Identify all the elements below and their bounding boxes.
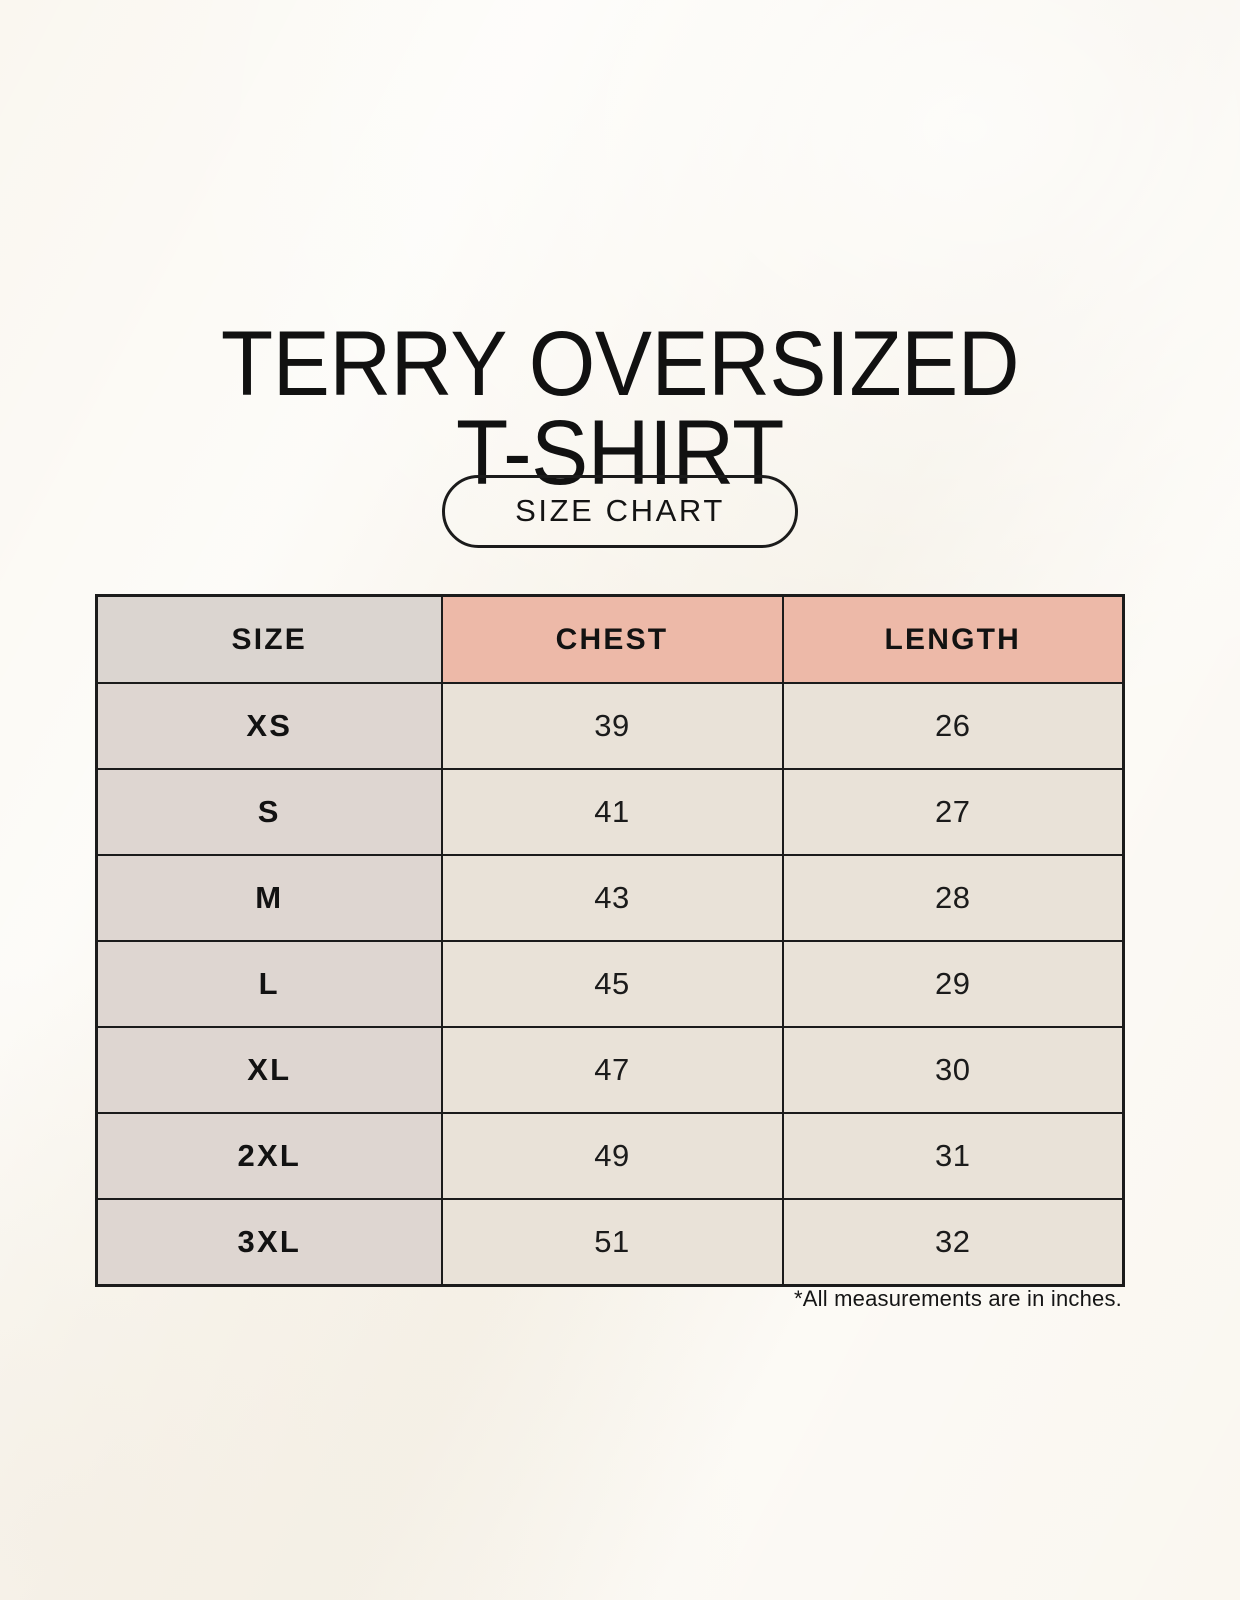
cell-size: XL: [95, 1026, 443, 1114]
cell-length: 30: [781, 1026, 1125, 1114]
cell-chest: 49: [440, 1112, 784, 1200]
table-header-row: SIZE CHEST LENGTH: [95, 594, 1125, 684]
cell-length: 27: [781, 768, 1125, 856]
cell-size: XS: [95, 682, 443, 770]
cell-chest: 39: [440, 682, 784, 770]
table-row: 2XL 49 31: [95, 1112, 1125, 1200]
table-row: S 41 27: [95, 768, 1125, 856]
cell-size: 3XL: [95, 1198, 443, 1286]
column-header-size: SIZE: [95, 594, 443, 684]
column-header-chest: CHEST: [440, 594, 784, 684]
cell-size: S: [95, 768, 443, 856]
cell-length: 29: [781, 940, 1125, 1028]
column-header-length: LENGTH: [781, 594, 1125, 684]
size-table-container: SIZE CHEST LENGTH XS 39 26 S 41 27 M: [95, 594, 1125, 1287]
cell-length: 31: [781, 1112, 1125, 1200]
table-row: XS 39 26: [95, 682, 1125, 770]
cell-chest: 43: [440, 854, 784, 942]
measurement-footnote: *All measurements are in inches.: [794, 1286, 1122, 1311]
cell-size: 2XL: [95, 1112, 443, 1200]
badge-container: SIZE CHART: [0, 475, 1240, 548]
size-table: SIZE CHEST LENGTH XS 39 26 S 41 27 M: [95, 594, 1125, 1287]
table-row: L 45 29: [95, 940, 1125, 1028]
table-row: 3XL 51 32: [95, 1198, 1125, 1286]
cell-size: M: [95, 854, 443, 942]
page-title: TERRY OVERSIZED T-SHIRT: [220, 312, 1020, 504]
table-row: M 43 28: [95, 854, 1125, 942]
cell-size: L: [95, 940, 443, 1028]
cell-length: 28: [781, 854, 1125, 942]
cell-length: 26: [781, 682, 1125, 770]
size-chart-badge: SIZE CHART: [442, 475, 798, 548]
table-header: SIZE CHEST LENGTH: [95, 594, 1125, 684]
table-body: XS 39 26 S 41 27 M 43 28 L 45 29: [95, 682, 1125, 1286]
table-row: XL 47 30: [95, 1026, 1125, 1114]
cell-chest: 41: [440, 768, 784, 856]
cell-chest: 51: [440, 1198, 784, 1286]
cell-chest: 47: [440, 1026, 784, 1114]
cell-length: 32: [781, 1198, 1125, 1286]
cell-chest: 45: [440, 940, 784, 1028]
